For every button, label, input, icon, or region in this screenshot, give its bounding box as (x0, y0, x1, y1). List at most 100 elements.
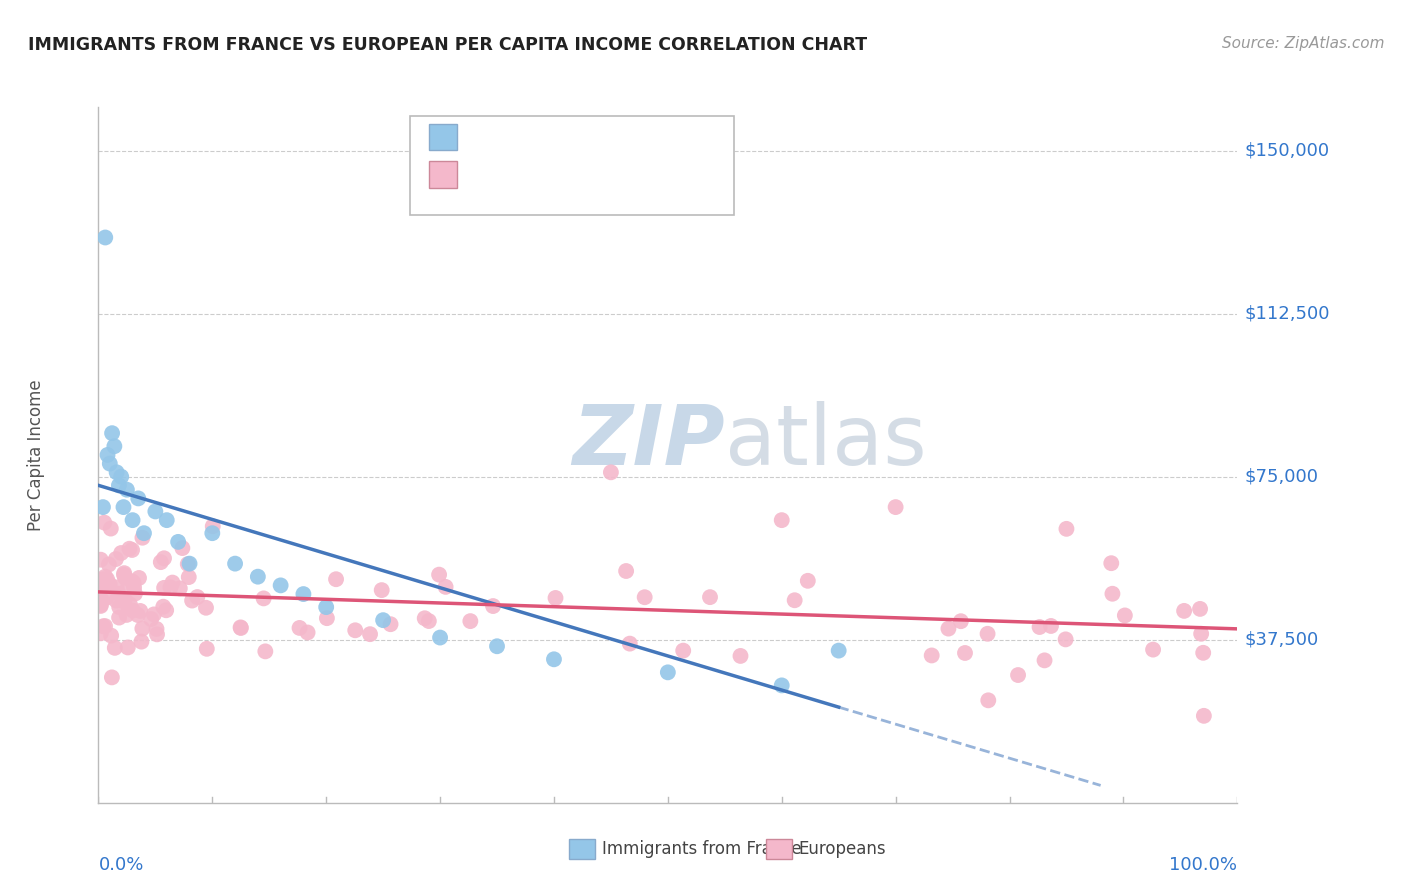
Point (90, 552, 112, 566)
Point (229, 620, 252, 634)
Point (252, 591, 274, 606)
Point (371, 613, 394, 627)
Text: -0.440: -0.440 (506, 128, 565, 146)
Text: $112,500: $112,500 (1244, 304, 1330, 323)
Point (94, 230, 117, 244)
Point (121, 603, 143, 617)
Point (1142, 642, 1164, 657)
Point (112, 566, 135, 581)
Point (1033, 653, 1056, 667)
Point (297, 625, 319, 640)
Point (543, 652, 565, 666)
Point (1192, 708, 1215, 723)
Point (122, 575, 145, 590)
Point (90, 598, 112, 612)
Point (977, 693, 1000, 707)
Point (195, 600, 218, 615)
Point (460, 614, 482, 628)
Point (254, 644, 277, 658)
Text: Source: ZipAtlas.com: Source: ZipAtlas.com (1222, 36, 1385, 51)
Point (292, 587, 315, 601)
Point (118, 598, 141, 612)
Point (1114, 608, 1136, 623)
Point (1173, 604, 1195, 618)
Point (884, 500, 907, 514)
Point (938, 622, 960, 636)
Point (108, 600, 131, 615)
Point (172, 541, 194, 555)
Point (229, 621, 252, 635)
Point (114, 592, 136, 607)
Point (108, 610, 131, 624)
Point (90, 581, 112, 595)
Point (112, 500, 135, 514)
Point (600, 466, 623, 480)
Point (976, 627, 998, 641)
Point (730, 648, 752, 663)
Point (149, 555, 172, 569)
Point (153, 581, 176, 595)
Point (145, 504, 167, 518)
Point (179, 557, 201, 571)
Point (104, 640, 127, 655)
Point (114, 570, 136, 584)
Point (90, 593, 112, 607)
Point (672, 643, 695, 657)
Text: Immigrants from France: Immigrants from France (602, 840, 801, 858)
Point (783, 593, 806, 607)
Point (118, 541, 141, 556)
Text: 100.0%: 100.0% (1170, 856, 1237, 874)
Text: Per Capita Income: Per Capita Income (27, 379, 45, 531)
Point (177, 557, 200, 571)
Point (108, 478, 131, 492)
Point (770, 678, 793, 692)
Point (146, 627, 169, 641)
Text: N =: N = (569, 166, 616, 184)
Point (110, 469, 132, 483)
Point (177, 570, 200, 584)
Point (156, 513, 179, 527)
Point (325, 572, 347, 586)
Point (96, 591, 118, 605)
Point (1054, 632, 1077, 647)
Point (96, 448, 118, 462)
Text: 0.0%: 0.0% (98, 856, 143, 874)
Point (143, 607, 166, 622)
Point (195, 641, 218, 656)
Text: 120: 120 (616, 166, 650, 184)
Text: R =: R = (464, 166, 499, 184)
Point (104, 552, 127, 566)
Point (482, 599, 505, 613)
Point (370, 583, 392, 598)
Point (101, 670, 124, 684)
Point (201, 519, 224, 533)
Point (953, 646, 976, 660)
Point (105, 581, 128, 595)
Point (128, 571, 150, 585)
Point (288, 621, 311, 635)
Point (90, 582, 112, 596)
Text: ZIP: ZIP (572, 401, 725, 482)
Point (418, 614, 440, 628)
Point (131, 622, 153, 636)
Point (121, 513, 143, 527)
Point (246, 570, 269, 584)
Point (1056, 522, 1078, 536)
Point (90, 626, 112, 640)
Point (224, 557, 246, 571)
Point (699, 590, 721, 604)
Point (127, 491, 149, 506)
Point (1189, 626, 1212, 640)
Point (94, 569, 117, 583)
Point (1101, 587, 1123, 601)
Point (186, 590, 208, 604)
Point (634, 591, 657, 605)
Text: atlas: atlas (725, 401, 927, 482)
Point (797, 574, 820, 588)
Point (162, 575, 184, 590)
Point (167, 535, 190, 549)
Point (117, 640, 139, 655)
Point (1192, 646, 1215, 660)
Text: $37,500: $37,500 (1244, 631, 1319, 648)
Point (619, 637, 641, 651)
